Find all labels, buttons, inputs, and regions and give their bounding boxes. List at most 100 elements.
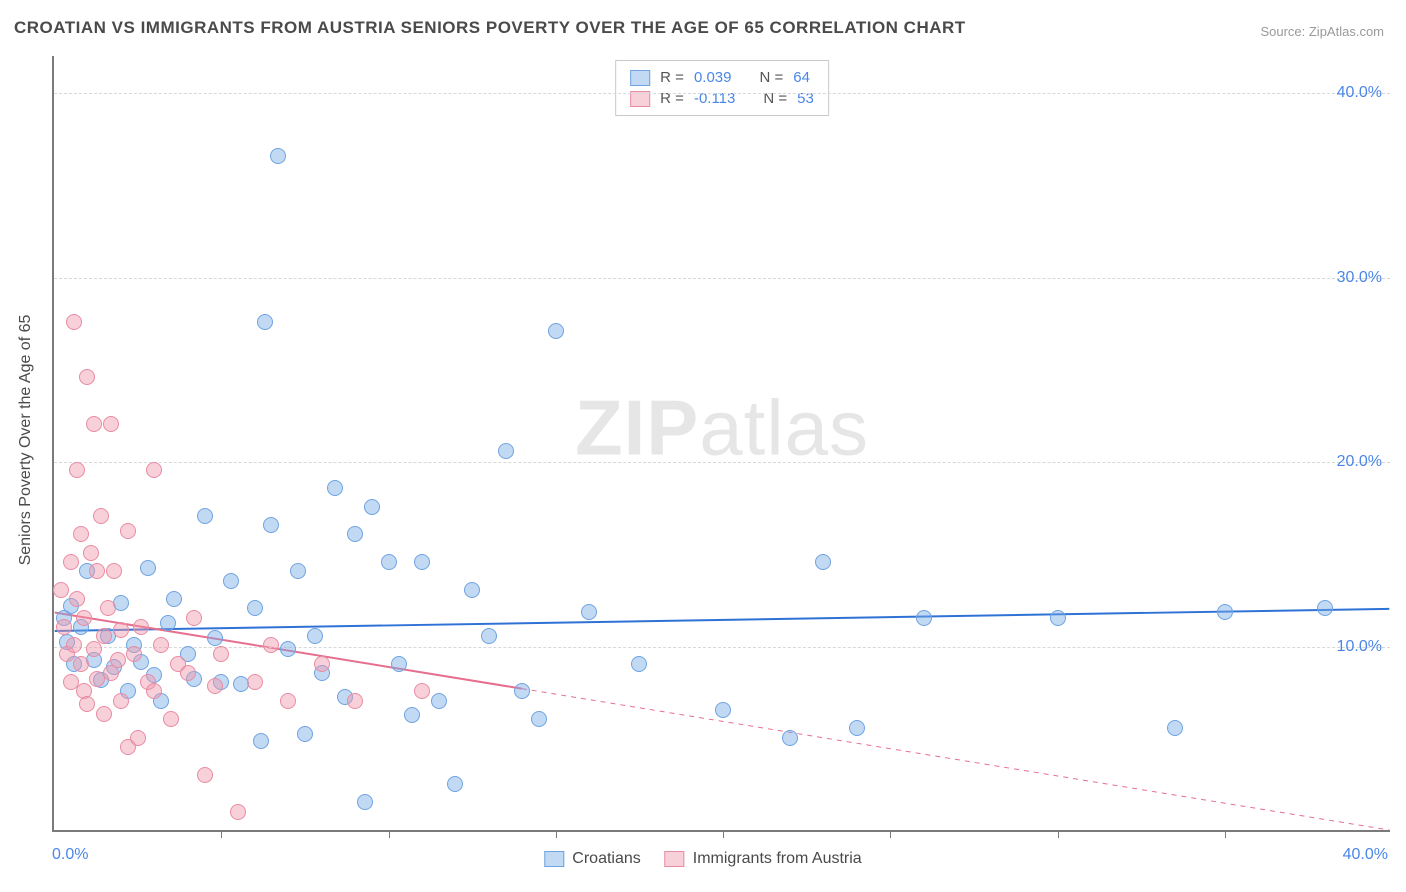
data-point [307,628,323,644]
data-point [69,462,85,478]
data-point [140,560,156,576]
data-point [66,637,82,653]
data-point [548,323,564,339]
data-point [163,711,179,727]
data-point [1050,610,1066,626]
series-legend: Croatians Immigrants from Austria [544,850,861,868]
data-point [79,369,95,385]
y-tick-label: 20.0% [1337,453,1382,471]
x-tick [556,830,557,838]
data-point [715,702,731,718]
data-point [86,641,102,657]
y-axis-label: Seniors Poverty Over the Age of 65 [17,315,35,566]
data-point [106,563,122,579]
data-point [414,554,430,570]
data-point [93,508,109,524]
data-point [53,582,69,598]
data-point [110,652,126,668]
data-point [213,646,229,662]
r-label: R = [660,69,684,86]
data-point [76,610,92,626]
data-point [364,499,380,515]
data-point [514,683,530,699]
data-point [280,641,296,657]
data-point [86,416,102,432]
data-point [83,545,99,561]
gridline [54,647,1390,648]
data-point [314,656,330,672]
series-legend-label: Immigrants from Austria [693,850,862,868]
x-tick [723,830,724,838]
data-point [447,776,463,792]
data-point [180,665,196,681]
data-point [347,693,363,709]
series-legend-label: Croatians [572,850,640,868]
chart-title: CROATIAN VS IMMIGRANTS FROM AUSTRIA SENI… [14,18,966,38]
data-point [531,711,547,727]
data-point [89,563,105,579]
plot-area: ZIPatlas R =0.039N =64R =-0.113N =53 10.… [52,56,1390,832]
data-point [347,526,363,542]
data-point [414,683,430,699]
source-attribution: Source: ZipAtlas.com [1260,24,1384,39]
data-point [257,314,273,330]
data-point [247,600,263,616]
data-point [916,610,932,626]
correlation-legend-row: R =-0.113N =53 [630,88,814,109]
legend-swatch [630,70,650,86]
gridline [54,93,1390,94]
watermark-light: atlas [699,383,869,471]
x-tick [1058,830,1059,838]
data-point [133,619,149,635]
data-point [357,794,373,810]
data-point [186,610,202,626]
data-point [166,591,182,607]
data-point [404,707,420,723]
x-tick [1225,830,1226,838]
data-point [79,696,95,712]
data-point [297,726,313,742]
data-point [73,656,89,672]
data-point [96,706,112,722]
data-point [66,314,82,330]
y-tick-label: 30.0% [1337,269,1382,287]
data-point [197,508,213,524]
data-point [230,804,246,820]
data-point [581,604,597,620]
gridline [54,462,1390,463]
x-axis-min-label: 0.0% [52,846,88,864]
data-point [782,730,798,746]
data-point [481,628,497,644]
series-legend-item: Croatians [544,850,640,868]
y-tick-label: 40.0% [1337,84,1382,102]
data-point [498,443,514,459]
data-point [197,767,213,783]
gridline [54,278,1390,279]
data-point [153,637,169,653]
data-point [431,693,447,709]
data-point [63,554,79,570]
data-point [253,733,269,749]
data-point [1217,604,1233,620]
data-point [1317,600,1333,616]
x-tick [389,830,390,838]
data-point [120,523,136,539]
watermark: ZIPatlas [575,382,869,473]
data-point [223,573,239,589]
correlation-legend: R =0.039N =64R =-0.113N =53 [615,60,829,116]
regression-line-dashed [522,689,1389,830]
data-point [73,526,89,542]
legend-swatch [665,851,685,867]
series-legend-item: Immigrants from Austria [665,850,862,868]
data-point [126,646,142,662]
data-point [146,683,162,699]
legend-swatch [544,851,564,867]
data-point [160,615,176,631]
data-point [849,720,865,736]
data-point [1167,720,1183,736]
x-tick [221,830,222,838]
data-point [631,656,647,672]
data-point [96,628,112,644]
data-point [464,582,480,598]
data-point [815,554,831,570]
